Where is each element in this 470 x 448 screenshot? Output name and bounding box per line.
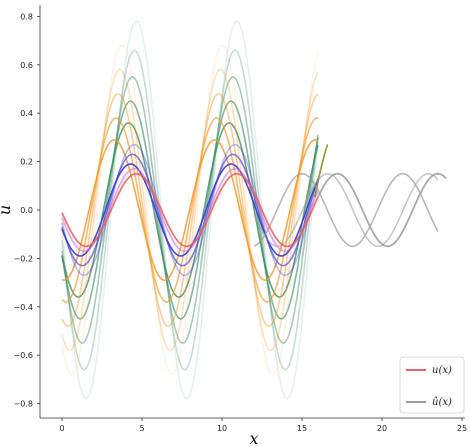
series-ground-truth [61, 172, 319, 248]
legend-label-u: u(x) [432, 365, 452, 376]
x-ticks: 0 5 10 15 20 25 [59, 418, 467, 433]
y-tick-label: −0.6 [14, 351, 33, 360]
series-prediction [317, 172, 447, 248]
curve-green-4 [61, 100, 319, 320]
legend: u(x) û(x) [399, 356, 465, 414]
y-tick-label: 0.4 [20, 109, 33, 118]
x-tick-label: 15 [297, 424, 307, 433]
y-tick-label: 0.8 [20, 12, 33, 21]
y-axis-label: u [0, 205, 14, 215]
y-ticks: −0.8 −0.6 −0.4 −0.2 0.0 0.2 0.4 0.6 0.8 [14, 12, 40, 409]
curve-gray-repeat-2 [253, 172, 439, 248]
curve-blue-1 [61, 131, 319, 289]
y-tick-label: −0.4 [14, 303, 33, 312]
curve-orange-4 [61, 117, 319, 303]
legend-label-uhat: û(x) [432, 397, 452, 408]
curves-layer [61, 20, 447, 400]
x-tick-label: 10 [217, 424, 227, 433]
y-tick-label: −0.2 [14, 254, 33, 263]
x-tick-label: 20 [377, 424, 387, 433]
x-tick-label: 5 [139, 424, 144, 433]
x-axis-label: x [249, 429, 258, 448]
axes [39, 5, 465, 419]
curve-blue-2 [61, 143, 319, 277]
curve-violet-2 [61, 168, 319, 252]
curve-orange-5 [61, 138, 319, 282]
x-tick-label: 0 [59, 424, 64, 433]
curve-blue-3 [61, 153, 319, 267]
y-tick-label: 0.0 [20, 206, 33, 215]
curve-orange-2 [61, 68, 319, 352]
curve-orange-3 [61, 92, 319, 328]
y-tick-label: 0.6 [20, 61, 33, 70]
x-tick-label: 25 [457, 424, 467, 433]
y-tick-label: −0.8 [14, 400, 33, 409]
curve-green-1 [61, 20, 319, 400]
curve-gray-repeat-1 [253, 172, 439, 248]
curve-green-5 [61, 122, 319, 298]
y-tick-label: 0.2 [20, 158, 33, 167]
curve-green-3 [61, 76, 319, 344]
curve-orange-1 [61, 44, 319, 376]
curve-green-2 [61, 49, 319, 371]
